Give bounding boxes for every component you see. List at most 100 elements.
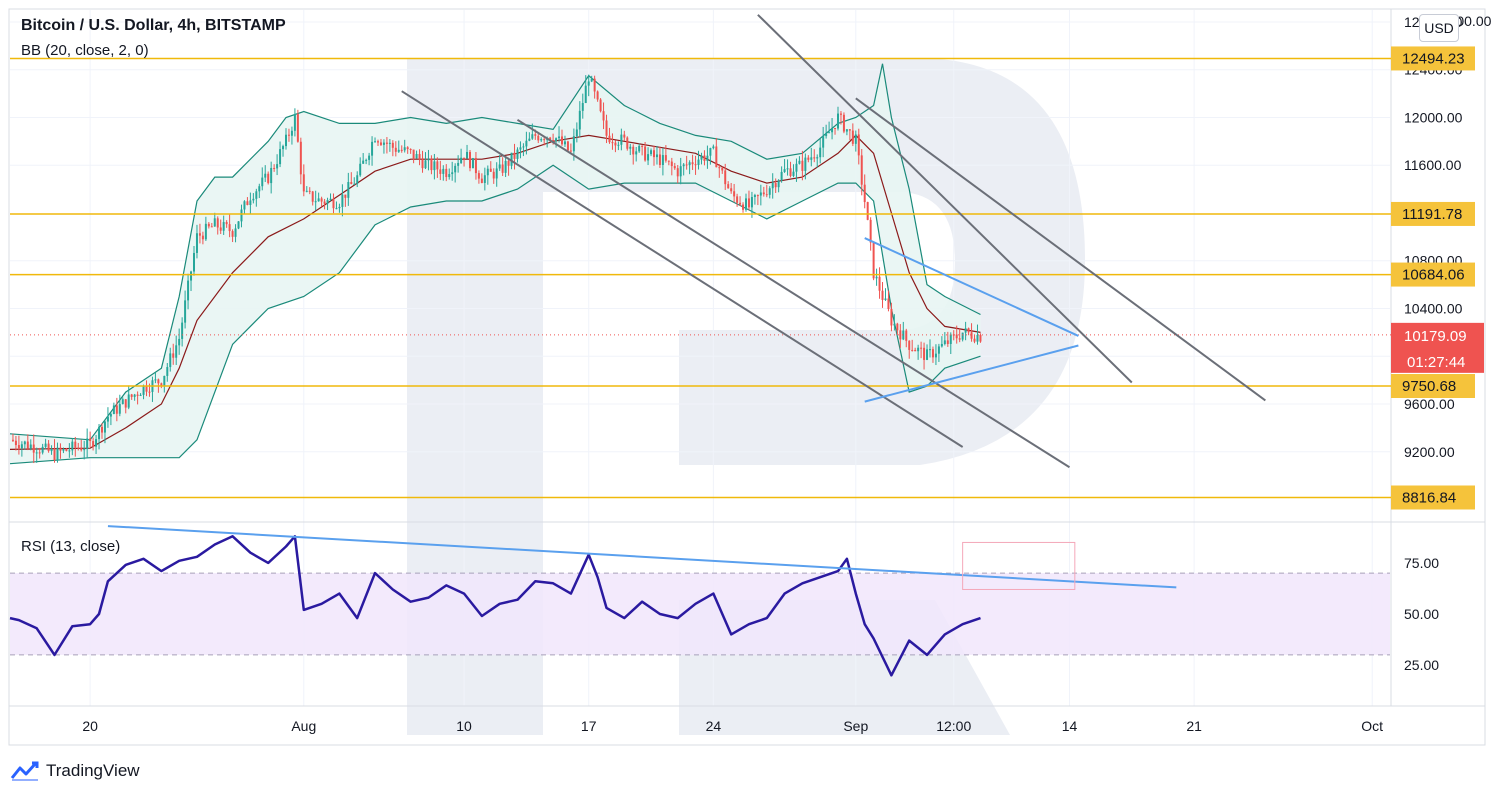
- countdown-label: 01:27:44: [1407, 354, 1465, 371]
- price-axis[interactable]: 13000.009200.009600.0010000.0010400.0010…: [1391, 13, 1492, 673]
- candle-body: [946, 340, 949, 344]
- candle-body: [483, 175, 486, 183]
- candle-body: [338, 206, 341, 209]
- rsi-band: [10, 572, 1390, 656]
- time-axis[interactable]: 20 Aug 10 17 24 Sep 12:00 14 21 Oct: [82, 718, 1383, 734]
- candle-body: [249, 200, 252, 205]
- bb-indicator-label[interactable]: BB (20, close, 2, 0): [21, 42, 149, 59]
- candle-body: [80, 447, 83, 451]
- candle-body: [887, 298, 890, 309]
- x-tick-label: 24: [706, 718, 722, 734]
- rsi-indicator-label[interactable]: RSI (13, close): [21, 538, 121, 555]
- candle-body: [837, 113, 839, 129]
- y-tick-label: 9600.00: [1404, 396, 1455, 412]
- candle-body: [243, 201, 246, 210]
- candle-body: [273, 167, 276, 169]
- descending-channel-upper-2: [855, 97, 1266, 402]
- candle-body: [596, 91, 599, 100]
- candle-body: [712, 146, 715, 149]
- candle-body: [77, 447, 80, 449]
- candle-body: [142, 385, 145, 395]
- tradingview-logo-icon: [10, 761, 39, 781]
- candle-body: [495, 168, 498, 179]
- candle-body: [181, 322, 184, 339]
- candle-body: [929, 349, 931, 351]
- candle-body: [730, 188, 733, 192]
- candle-body: [139, 394, 142, 396]
- candle-body: [620, 134, 623, 145]
- candle-body: [501, 164, 504, 173]
- candle-body: [902, 330, 905, 340]
- candle-body: [201, 235, 204, 240]
- candle-body: [359, 163, 362, 176]
- candle-body: [329, 198, 332, 201]
- candle-body: [783, 169, 786, 172]
- candle-body: [747, 198, 750, 208]
- candle-body: [299, 141, 302, 175]
- candle-body: [614, 142, 617, 146]
- candle-body: [448, 174, 451, 178]
- candle-body: [967, 328, 970, 333]
- candle-body: [62, 448, 65, 451]
- x-tick-label: 20: [82, 718, 98, 734]
- candle-body: [558, 136, 561, 139]
- candle-body: [537, 135, 540, 141]
- candle-body: [507, 160, 510, 166]
- candle-body: [451, 172, 454, 175]
- candle-body: [768, 188, 771, 195]
- level-tag: [1391, 201, 1475, 226]
- candle-body: [187, 280, 190, 301]
- candle-body: [822, 136, 825, 148]
- level-tag-label: 12494.23: [1402, 50, 1465, 67]
- candle-body: [810, 157, 813, 160]
- candle-body: [492, 171, 495, 179]
- candle-body: [47, 443, 50, 452]
- candle-body: [777, 180, 780, 188]
- candle-body: [219, 227, 222, 231]
- candle-body: [112, 405, 115, 414]
- candle-body: [961, 332, 964, 340]
- trendlines[interactable]: [401, 14, 1266, 469]
- bb-lower-line: [9, 164, 981, 465]
- candle-body: [664, 155, 667, 161]
- candle-body: [979, 335, 982, 342]
- watermark-letter: [407, 58, 1085, 735]
- candle-body: [851, 130, 854, 144]
- candle-body: [282, 146, 285, 150]
- candle-body: [210, 226, 213, 228]
- candle-body: [133, 394, 136, 397]
- candle-body: [11, 439, 14, 441]
- candle-body: [561, 136, 563, 145]
- candle-body: [516, 149, 519, 159]
- chart-title: Bitcoin / U.S. Dollar, 4h, BITSTAMP: [21, 17, 286, 34]
- candle-body: [409, 149, 412, 151]
- candle-body: [899, 330, 902, 340]
- candle-body: [807, 157, 810, 160]
- level-tag-label: 9750.68: [1402, 378, 1456, 395]
- candle-body: [700, 155, 703, 160]
- candle-body: [207, 223, 210, 227]
- currency-button[interactable]: USD: [1419, 14, 1459, 42]
- rsi-overbought-oversold-band: [10, 573, 1390, 655]
- candle-body: [644, 146, 647, 161]
- candle-body: [258, 186, 261, 192]
- horizontal-levels[interactable]: [10, 57, 1391, 499]
- y-tick-label: 10400.00: [1404, 300, 1463, 316]
- candle-body: [926, 349, 929, 360]
- candle-body: [106, 416, 109, 422]
- tradingview-brand[interactable]: TradingView: [10, 758, 140, 784]
- candle-body: [231, 231, 234, 237]
- candle-body: [934, 353, 937, 358]
- rsi-tick-label: 75.00: [1404, 555, 1439, 571]
- candle-body: [881, 290, 884, 300]
- level-tag-label: 8816.84: [1402, 489, 1456, 506]
- candle-body: [721, 167, 724, 171]
- candle-body: [460, 157, 463, 163]
- candle-body: [623, 134, 626, 138]
- candle-body: [267, 173, 270, 184]
- candle-body: [745, 198, 747, 210]
- candle-body: [587, 81, 590, 86]
- candle-body: [454, 165, 457, 173]
- candle-body: [290, 130, 293, 136]
